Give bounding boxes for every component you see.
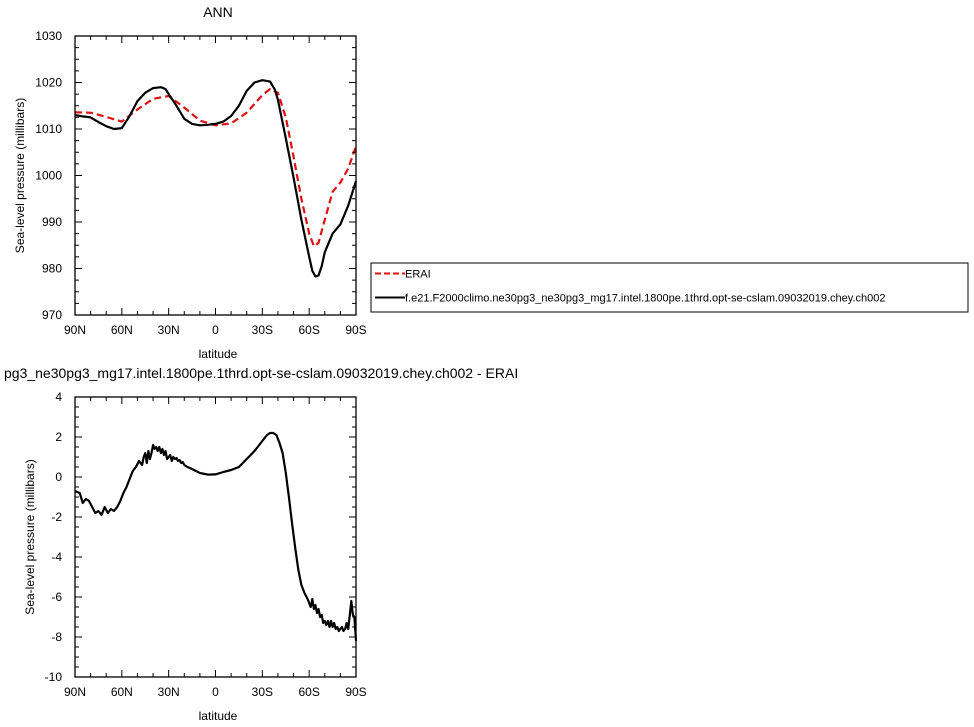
legend: ERAI f.e21.F2000climo.ne30pg3_ne30pg3_mg… [370,262,969,313]
bottom-y-tick-label: 4 [55,390,62,404]
top-series-line-1 [74,79,358,278]
bottom-y-tick-label: -6 [51,590,62,604]
top-series-layer [74,79,358,278]
top-x-tick-label: 90S [345,323,366,337]
bottom-x-tick-label: 90S [345,685,366,699]
bottom-x-axis-title: latitude [199,709,238,723]
top-y-tick-label: 1030 [35,29,62,43]
bottom-plot-title: pg3_ne30pg3_mg17.intel.1800pe.1thrd.opt-… [4,365,518,381]
top-x-tick-label: 90N [64,323,86,337]
top-y-tick-label: 970 [42,308,62,322]
legend-box [370,262,969,313]
bottom-series-layer [74,431,358,642]
bottom-x-tick-label: 30S [252,685,273,699]
bottom-y-tick-label: 2 [55,430,62,444]
bottom-y-axis-title: Sea-level pressure (millibars) [23,459,37,614]
top-y-tick-label: 1020 [35,76,62,90]
top-series-line-0 [74,87,358,248]
top-x-tick-label: 30N [158,323,180,337]
bottom-y-tick-label: -4 [51,550,62,564]
bottom-y-tick-label: -8 [51,630,62,644]
bottom-x-tick-label: 90N [64,685,86,699]
bottom-ticks-layer: 90N 60N 30N 0 30S 60S 90S -10 -8 -6 -4 -2 0 2 4 [45,390,367,699]
legend-label-erai: ERAI [405,269,431,281]
bottom-x-tick-label: 0 [212,685,219,699]
bottom-x-tick-label: 60S [298,685,319,699]
bottom-x-tick-label: 30N [158,685,180,699]
top-ticks-layer: 90N 60N 30N 0 30S 60S 90S 970 980 990 1000 1010 1020… [35,29,366,337]
bottom-x-tick-label: 60N [111,685,133,699]
top-y-tick-label: 1000 [35,169,62,183]
top-x-tick-label: 60S [298,323,319,337]
top-y-tick-label: 1010 [35,122,62,136]
top-x-tick-label: 0 [212,323,219,337]
top-plot-title: ANN [203,4,233,20]
top-y-axis-title: Sea-level pressure (millibars) [13,98,27,253]
legend-label-model: f.e21.F2000climo.ne30pg3_ne30pg3_mg17.in… [405,293,885,305]
top-x-tick-label: 60N [111,323,133,337]
bottom-y-tick-label: 0 [55,470,62,484]
top-y-tick-label: 990 [42,215,62,229]
bottom-y-tick-label: -10 [45,670,63,684]
top-panel: ANN 90N 60N 30N 0 30S 60S 90S 970 980 990 1000 1010… [13,4,367,361]
bottom-panel: pg3_ne30pg3_mg17.intel.1800pe.1thrd.opt-… [4,365,518,723]
bottom-plot-frame [74,396,357,678]
top-x-tick-label: 30S [252,323,273,337]
bottom-y-tick-label: -2 [51,510,62,524]
bottom-series-line-0 [74,431,358,642]
top-y-tick-label: 980 [42,262,62,276]
top-x-axis-title: latitude [199,347,238,361]
